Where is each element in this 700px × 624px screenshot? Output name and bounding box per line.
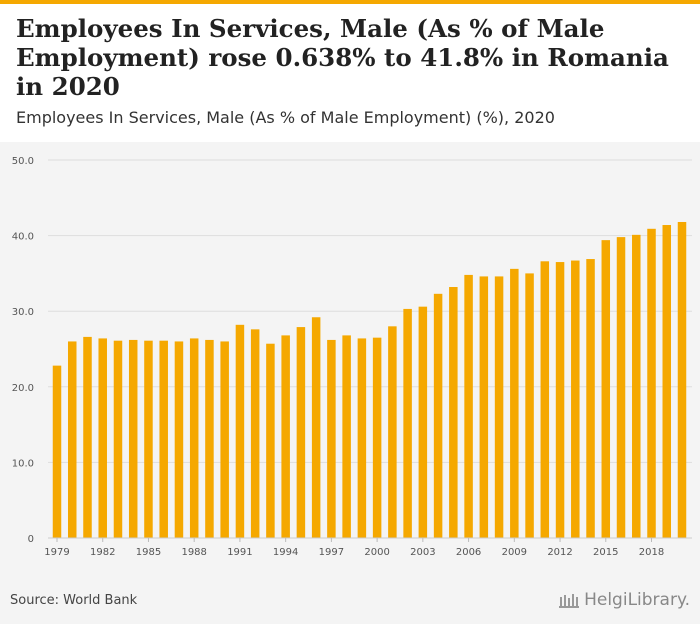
bar-chart: 010.020.030.040.050.0 1979 1982 1985 1988 19… <box>12 156 692 558</box>
source-label: Source: World Bank <box>10 593 138 608</box>
y-tick-label: 0 <box>28 534 34 545</box>
x-tick-label: 1988 <box>181 547 206 558</box>
bar-2012 <box>555 262 565 538</box>
bar-1994 <box>281 335 290 538</box>
x-tick-label: 1982 <box>90 547 115 558</box>
bar-1999 <box>357 338 367 538</box>
bar-2015 <box>601 240 611 538</box>
bar-1985 <box>144 340 153 538</box>
library-icon <box>559 594 580 608</box>
bar-2018 <box>647 228 656 539</box>
x-tick-label: 1994 <box>273 547 298 558</box>
bar-2010 <box>525 273 534 538</box>
helgi-library-logo[interactable]: HelgiLibrary. <box>558 590 690 610</box>
bar-1996 <box>311 317 321 538</box>
bar-1995 <box>296 327 306 538</box>
chart-subtitle: Employees In Services, Male (As % of Mal… <box>16 108 555 127</box>
bar-1992 <box>250 329 260 538</box>
bar-1982 <box>98 338 107 538</box>
bar-1987 <box>174 341 184 538</box>
bar-2005 <box>449 287 458 538</box>
bar-2017 <box>632 234 641 538</box>
y-tick-label: 20.0 <box>12 383 34 394</box>
x-tick-label: 1991 <box>227 547 252 558</box>
bar-2003 <box>418 306 428 538</box>
bar-2016 <box>616 237 626 539</box>
x-axis-ticks: 1979 1982 1985 1988 1991 1994 1997 2000 2003 2006… <box>44 537 692 558</box>
top-accent-bar <box>0 0 700 4</box>
x-tick-label: 2003 <box>410 547 435 558</box>
bar-2006 <box>464 274 473 538</box>
footer: Source: World Bank HelgiLibrary. <box>0 582 700 624</box>
bar-2009 <box>510 268 519 538</box>
bar-1998 <box>342 335 351 538</box>
x-tick-label: 2000 <box>364 547 389 558</box>
bar-2019 <box>662 225 672 538</box>
bar-1988 <box>189 338 199 538</box>
bar-2002 <box>403 308 412 538</box>
x-tick-label: 2015 <box>593 547 618 558</box>
bar-1980 <box>67 341 77 538</box>
bar-1993 <box>266 343 275 538</box>
x-tick-label: 2018 <box>639 547 664 558</box>
bar-2004 <box>433 293 443 538</box>
bars <box>52 221 687 539</box>
bar-2007 <box>479 276 489 538</box>
bar-1990 <box>220 341 229 538</box>
x-tick-label: 1997 <box>319 547 344 558</box>
bar-1986 <box>159 340 168 538</box>
y-tick-label: 40.0 <box>12 232 34 243</box>
bar-2000 <box>372 337 382 538</box>
bar-2008 <box>494 276 504 538</box>
bar-2011 <box>540 261 550 538</box>
x-tick-label: 1985 <box>136 547 161 558</box>
y-axis-ticks: 0 10.0 20.0 30.0 40.0 50.0 <box>12 156 34 545</box>
bar-1997 <box>327 339 336 538</box>
y-tick-label: 50.0 <box>12 156 34 167</box>
bar-1979 <box>52 365 62 538</box>
bar-2014 <box>586 259 595 538</box>
bar-2020 <box>677 221 687 538</box>
bar-1983 <box>113 340 123 538</box>
x-tick-label: 1979 <box>44 547 69 558</box>
y-tick-label: 30.0 <box>12 307 34 318</box>
bar-1984 <box>128 339 138 538</box>
chart-headline: Employees In Services, Male (As % of Mal… <box>16 14 669 101</box>
bar-1981 <box>83 336 92 538</box>
x-tick-label: 2009 <box>502 547 527 558</box>
bar-1989 <box>205 339 214 538</box>
bar-2001 <box>388 326 397 538</box>
y-tick-label: 10.0 <box>12 458 34 469</box>
bar-1991 <box>235 324 245 538</box>
x-tick-label: 2006 <box>456 547 481 558</box>
x-tick-label: 2012 <box>547 547 572 558</box>
logo-text: HelgiLibrary. <box>584 590 690 610</box>
bar-2013 <box>571 260 580 538</box>
